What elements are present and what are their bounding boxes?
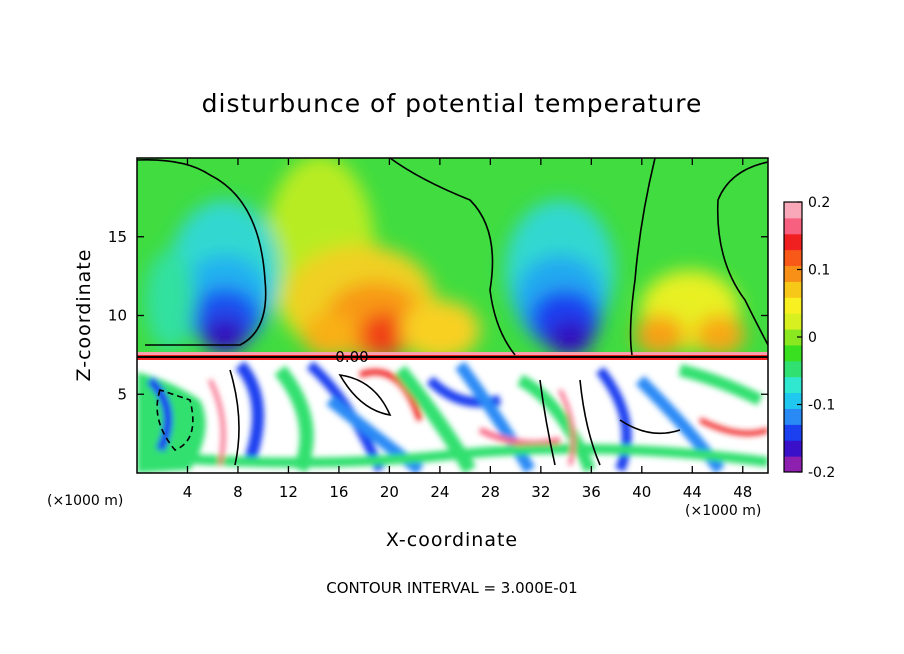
colorbar-tick-label-1: -0.1 bbox=[808, 398, 835, 414]
x-axis-ticks: 4 8 12 16 20 24 28 32 36 40 44 48 bbox=[183, 158, 752, 501]
colorbar-swatch-14 bbox=[784, 233, 802, 251]
lower-layer-blobs bbox=[137, 361, 768, 473]
x-tick-label-7: 32 bbox=[531, 483, 550, 501]
x-tick-label-5: 24 bbox=[430, 483, 449, 501]
colorbar-swatch-12 bbox=[784, 265, 802, 282]
inversion-band-pink bbox=[137, 352, 768, 355]
colorbar-swatch-7 bbox=[784, 344, 802, 362]
colorbar-swatch-4 bbox=[784, 392, 802, 409]
colorbar-swatch-16 bbox=[784, 202, 802, 219]
x-unit-right: (×1000 m) bbox=[685, 503, 761, 519]
x-tick-label-1: 8 bbox=[233, 483, 243, 501]
x-tick-label-9: 40 bbox=[632, 483, 651, 501]
colorbar-ticks: -0.2 -0.1 0 0.1 0.2 bbox=[797, 195, 835, 481]
x-tick-label-10: 44 bbox=[683, 483, 702, 501]
colorbar-swatch-9 bbox=[784, 313, 802, 330]
y-tick-label-0: 5 bbox=[117, 385, 127, 403]
contour-lines bbox=[137, 158, 768, 466]
contour-label: 0.00 bbox=[335, 348, 368, 366]
colorbar-swatch-0 bbox=[784, 456, 802, 473]
colorbar-swatch-10 bbox=[784, 297, 802, 314]
colorbar-swatch-8 bbox=[784, 329, 802, 346]
colorbar-swatch-13 bbox=[784, 249, 802, 267]
y-tick-label-2: 15 bbox=[108, 228, 127, 246]
x-tick-label-6: 28 bbox=[481, 483, 500, 501]
colorbar-tick-label-4: 0.2 bbox=[808, 195, 830, 211]
upper-layer-blobs bbox=[145, 158, 745, 360]
colorbar-tick-label-0: -0.2 bbox=[808, 465, 835, 481]
chart-title: disturbunce of potential temperature bbox=[202, 89, 703, 118]
colorbar-swatch-11 bbox=[784, 281, 802, 298]
y-tick-label-1: 10 bbox=[108, 307, 127, 325]
x-tick-label-11: 48 bbox=[733, 483, 752, 501]
x-tick-label-4: 20 bbox=[380, 483, 399, 501]
x-unit-left: (×1000 m) bbox=[47, 493, 123, 509]
colorbar-swatch-3 bbox=[784, 408, 802, 425]
x-tick-label-3: 16 bbox=[329, 483, 348, 501]
x-tick-label-0: 4 bbox=[183, 483, 193, 501]
colorbar-swatch-1 bbox=[784, 440, 802, 457]
colorbar bbox=[783, 201, 803, 473]
heatmap-field bbox=[137, 158, 768, 473]
contour-interval-note: CONTOUR INTERVAL = 3.000E-01 bbox=[326, 579, 577, 597]
x-axis-label: X-coordinate bbox=[386, 529, 518, 551]
y-axis-label: Z-coordinate bbox=[73, 249, 95, 382]
x-tick-label-2: 12 bbox=[279, 483, 298, 501]
colorbar-swatch-6 bbox=[784, 360, 802, 378]
y-axis-ticks: 5 10 15 bbox=[108, 228, 768, 403]
x-tick-label-8: 36 bbox=[582, 483, 601, 501]
colorbar-swatch-15 bbox=[784, 217, 802, 235]
colorbar-tick-label-2: 0 bbox=[808, 330, 817, 346]
colorbar-swatch-5 bbox=[784, 376, 802, 394]
colorbar-tick-label-3: 0.1 bbox=[808, 263, 830, 279]
colorbar-swatch-2 bbox=[784, 424, 802, 441]
